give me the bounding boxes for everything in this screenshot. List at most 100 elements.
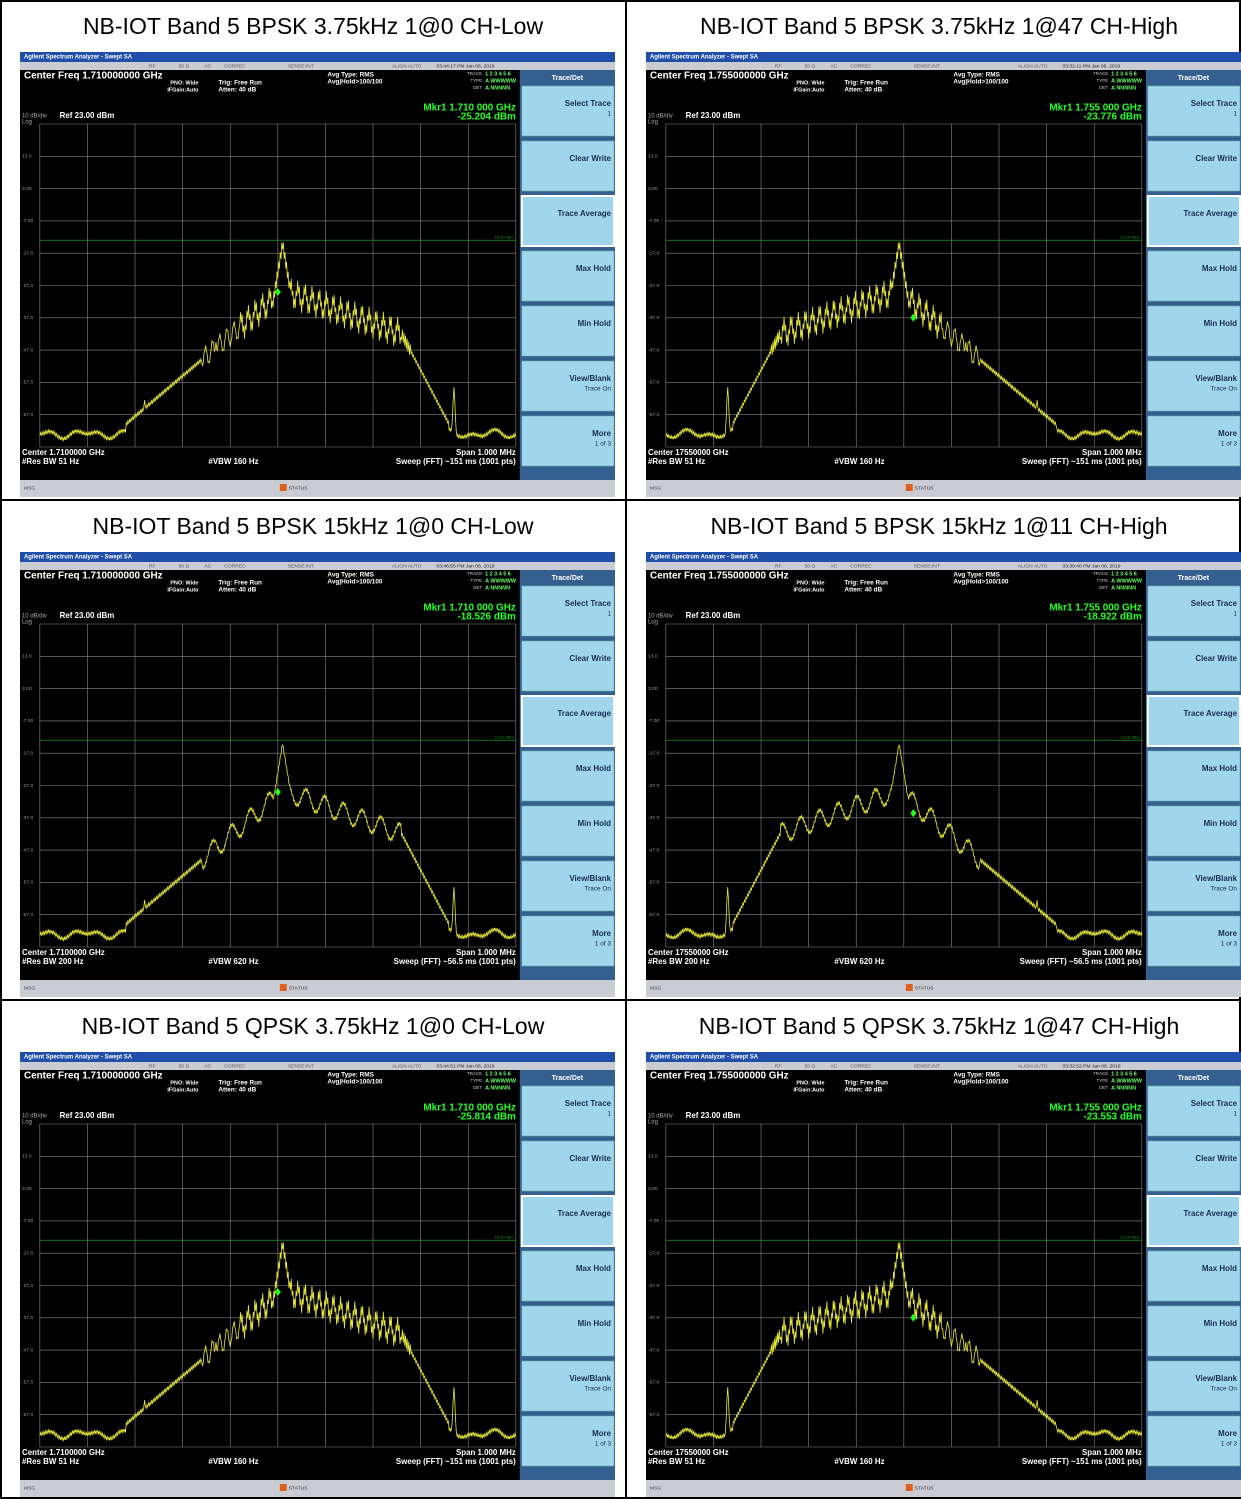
msg: MSG [24,985,35,991]
log-label: Log [648,120,658,126]
center: Center 17550000 GHz [648,448,729,457]
pno: PNO: Wide [170,1080,198,1086]
trace-indicator: 1 2 3 4 5 6 [1111,71,1137,77]
trace-indicator-label: TRACE [467,571,482,576]
ref-level: Ref 23.00 dBm [60,111,115,120]
status-item: RF [775,1063,782,1069]
status-row [20,1062,615,1070]
marker [274,1287,281,1296]
marker [910,313,917,322]
softkey [521,915,615,967]
softkey-label: View/Blank [1195,874,1237,883]
cell-title: NB-IOT Band 5 BPSK 3.75kHz 1@47 CH-High [699,13,1178,39]
trace-indicator-label: TYPE [1096,78,1108,83]
menu-title: Trace/Det [552,1075,584,1082]
softkey-label: Clear Write [1195,154,1237,163]
avg-hold: Avg|Hold>100/100 [953,1079,1008,1086]
msg: MSG [650,985,661,991]
trace [39,1242,517,1442]
status-item: 50 Ω [179,1063,190,1069]
softkey-label: View/Blank [1195,1374,1237,1383]
vbw: #VBW 160 Hz [834,457,884,466]
softkey [1147,1360,1241,1412]
status-item: 50 Ω [805,63,816,69]
border [0,499,1241,501]
res-bw: #Res BW 200 Hz [22,957,84,966]
softkey-label: 1 of 3 [1221,441,1238,448]
status-item: CORREC [850,63,872,69]
softkey [521,250,615,302]
softkey [520,195,615,247]
pno: PNO: Wide [170,80,198,86]
avg-type: Avg Type: RMS [953,572,1000,579]
sweep: Sweep (FFT) ~151 ms (1001 pts) [1022,1457,1142,1466]
vbw: #VBW 620 Hz [834,957,884,966]
softkey-label: Select Trace [1191,99,1238,108]
softkey-label: Trace On [1210,386,1237,393]
trace-indicator-label: TYPE [470,78,482,83]
softkey [1147,1140,1241,1192]
y-label: -67.0 [648,912,660,918]
status-item: CORREC [224,1063,246,1069]
marker [910,809,917,818]
softkey [1147,360,1241,412]
vbw: #VBW 160 Hz [834,1457,884,1466]
status-item: ALIGN AUTO [392,563,422,569]
menu-title: Trace/Det [552,75,584,82]
softkey-label: Clear Write [569,654,611,663]
softkey-label: Select Trace [1191,599,1238,608]
marker-value: -23.776 dBm [1084,112,1142,123]
avg-type: Avg Type: RMS [327,72,374,79]
ifgain: IFGain:Auto [167,87,199,93]
y-label: -37.0 [648,815,660,821]
status-button: STATUS [915,1485,934,1491]
y-label: 3.00 [22,1186,32,1192]
y-label: 13.0 [648,654,658,660]
softkey-label: 1 of 3 [1221,941,1238,948]
status-item: SENSE:INT [288,63,314,69]
center-freq: Center Freq 1.755000000 GHz [650,1071,789,1082]
softkey [521,1085,615,1137]
center: Center 1.7100000 GHz [22,1448,105,1457]
trace-indicator: 1 2 3 4 5 6 [485,571,511,577]
y-label: -47.0 [22,347,34,353]
trace-indicator-label: TYPE [470,1078,482,1083]
softkey [1147,915,1241,967]
avg-hold: Avg|Hold>100/100 [327,579,382,586]
scale: 10 dB/div [648,114,673,120]
trace [665,744,1143,942]
status-item: CORREC [850,563,872,569]
analyzer-screenshot: Agilent Spectrum Analyzer - Swept SA RF 50… [646,52,1241,497]
ifgain: IFGain:Auto [793,587,825,593]
y-label: -7.00 [22,218,34,224]
menu-title: Trace/Det [1178,575,1210,582]
y-label: 13.0 [22,154,32,160]
pno: PNO: Wide [796,580,824,586]
y-label: -47.0 [648,847,660,853]
limit-label: -13.00 dBm [493,1234,514,1239]
softkey [1147,1305,1241,1357]
softkey-label: View/Blank [569,874,611,883]
marker-value: -18.922 dBm [1084,612,1142,623]
softkey [521,585,615,637]
status-item: RF [775,563,782,569]
status-item: CORREC [224,63,246,69]
cell-title: NB-IOT Band 5 BPSK 15kHz 1@11 CH-High [710,513,1168,539]
msg-bar [20,480,615,497]
trig: Trig: Free Run [844,580,888,587]
marker-freq: Mkr1 1.755 000 GHz [1049,1103,1141,1114]
trace-indicator: A WWWWW [485,1078,517,1084]
trace [39,744,517,942]
softkey-label: Trace On [1210,1386,1237,1393]
status-item: AC [204,63,211,69]
softkey [521,415,615,467]
title-bar [646,552,1241,562]
border [0,0,1241,2]
y-label: -27.0 [22,1283,34,1289]
y-label: -17.0 [648,251,660,257]
marker-value: -18.526 dBm [458,612,516,623]
span: Span 1.000 MHz [456,1448,516,1457]
y-label: -47.0 [648,1347,660,1353]
softkey-label: Clear Write [1195,654,1237,663]
trace-indicator: A WWWWW [485,578,517,584]
